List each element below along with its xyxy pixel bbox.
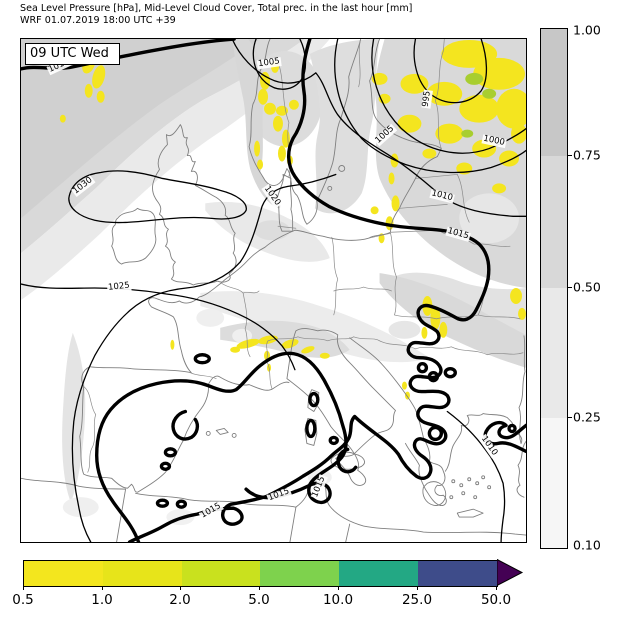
precip-colorbar-tick (180, 586, 181, 590)
precip-colorbar-tick-label: 50.0 (480, 592, 512, 608)
precip-colorbar-segment (260, 561, 340, 586)
precip-colorbar-tick (259, 586, 260, 590)
chart-title: Sea Level Pressure [hPa], Mid-Level Clou… (20, 3, 413, 14)
precip-colorbar-segment (418, 561, 497, 586)
isobar-label: 1025 (106, 280, 132, 293)
cloud-colorbar-tick (567, 417, 572, 418)
precip-colorbar-tick-label: 25.0 (401, 592, 433, 608)
precip-colorbar-tick-label: 1.0 (91, 592, 113, 608)
cloud-colorbar-segment (541, 29, 567, 156)
cloud-colorbar (540, 28, 568, 549)
cloud-colorbar-segment (541, 156, 567, 288)
precip-colorbar-segment (102, 561, 182, 586)
cloud-colorbar-tick-label: 1.00 (573, 22, 601, 38)
precip-colorbar-tick-label: 2.0 (169, 592, 191, 608)
cloud-colorbar-segment (541, 418, 567, 548)
precip-colorbar-segment (339, 561, 419, 586)
cloud-colorbar-tick-label: 0.10 (573, 537, 601, 553)
chart-subtitle: WRF 01.07.2019 18:00 UTC +39 (20, 15, 176, 26)
precip-colorbar-tick-label: 10.0 (322, 592, 354, 608)
cloud-colorbar-segment (541, 288, 567, 418)
precipitation-layer (59, 39, 526, 400)
valid-time-box: 09 UTC Wed (25, 43, 120, 65)
precip-colorbar (23, 560, 498, 587)
country-borders-layer (83, 39, 524, 473)
precip-colorbar-tick (496, 586, 497, 590)
map-frame: 1015 1005 995 1000 1005 1010 1015 1020 1… (20, 38, 527, 543)
cloud-colorbar-tick (567, 155, 572, 156)
isobar-label: 995 (420, 89, 433, 109)
precip-colorbar-tick-label: 5.0 (248, 592, 270, 608)
cloud-colorbar-tick-label: 0.75 (573, 147, 601, 163)
cloud-colorbar-tick-label: 0.25 (573, 409, 601, 425)
precip-colorbar-tick-label: 0.5 (12, 592, 34, 608)
cloud-colorbar-tick-label: 0.50 (573, 279, 601, 295)
precip-colorbar-segment (24, 561, 103, 586)
precip-colorbar-tick (102, 586, 103, 590)
precip-colorbar-overflow-arrow (497, 559, 524, 586)
precip-colorbar-tick (23, 586, 24, 590)
cloud-colorbar-tick (567, 287, 572, 288)
precip-colorbar-tick (338, 586, 339, 590)
precip-colorbar-segment (181, 561, 261, 586)
weather-map (21, 39, 526, 542)
precip-colorbar-tick (417, 586, 418, 590)
